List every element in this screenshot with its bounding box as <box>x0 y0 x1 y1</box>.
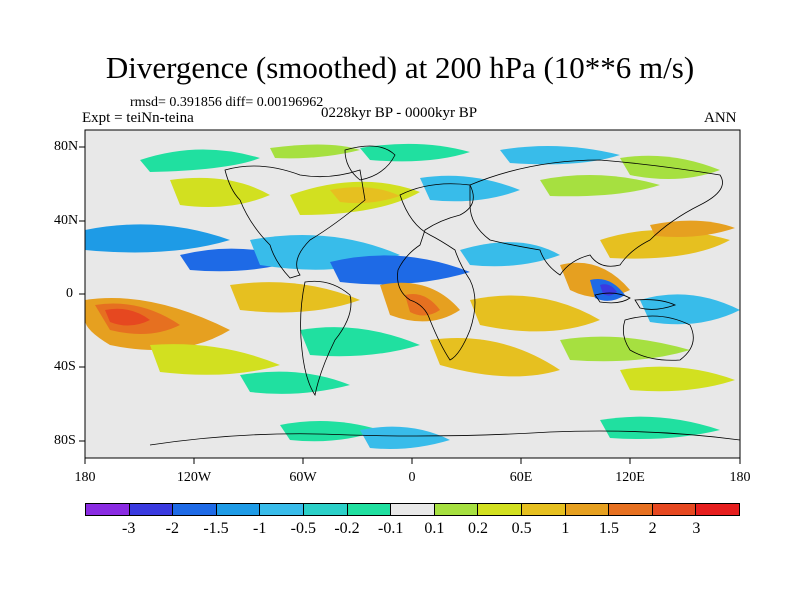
colorbar <box>85 503 740 516</box>
colorbar-label: -3 <box>121 520 136 537</box>
colorbar-label: 2 <box>648 520 657 537</box>
lon-label-120e: 120E <box>615 470 645 485</box>
coastlines <box>149 145 740 446</box>
colorbar-label: 1.5 <box>599 520 619 537</box>
period-label: 0228kyr BP - 0000kyr BP <box>321 105 478 121</box>
lat-label-80n: 80N <box>54 139 79 154</box>
lat-label-40n: 40N <box>54 213 79 228</box>
lat-label-80s: 80S <box>54 433 76 448</box>
lat-label-40s: 40S <box>54 359 76 374</box>
colorbar-swatch <box>260 504 304 515</box>
colorbar-label: -0.2 <box>334 520 360 537</box>
colorbar-label: -0.5 <box>290 520 316 537</box>
colorbar-swatch <box>434 504 479 515</box>
page-title: Divergence (smoothed) at 200 hPa (10**6 … <box>105 50 695 85</box>
colorbar-label: 0.5 <box>511 520 532 537</box>
colorbar-swatch <box>216 504 261 515</box>
colorbar-label: 3 <box>692 520 701 537</box>
stats-label: rmsd= 0.391856 diff= 0.00196962 <box>130 95 324 110</box>
colorbar-swatch <box>609 504 653 515</box>
colorbar-swatch <box>303 504 348 515</box>
axis-ticks <box>79 146 741 464</box>
colorbar-swatch <box>696 504 739 515</box>
colorbar-swatch <box>521 504 566 515</box>
colorbar-swatch <box>391 504 435 515</box>
lat-label-0: 0 <box>66 286 73 301</box>
experiment-label: Expt = teiNn-teina <box>82 110 194 126</box>
lon-label-120w: 120W <box>176 470 212 485</box>
colorbar-label: 0.2 <box>468 520 488 537</box>
colorbar-swatch <box>173 504 217 515</box>
season-label: ANN <box>704 110 737 126</box>
lon-label-60e: 60E <box>509 470 533 485</box>
colorbar-label: -1 <box>252 520 267 537</box>
lon-label-180e: 180 <box>729 470 751 485</box>
lon-label-0: 0 <box>408 470 416 485</box>
anomaly-fields <box>85 143 740 449</box>
colorbar-swatch <box>478 504 522 515</box>
colorbar-label: -2 <box>165 520 179 537</box>
colorbar-label: 0.1 <box>424 520 445 537</box>
colorbar-swatch <box>129 504 174 515</box>
colorbar-swatch <box>86 504 130 515</box>
colorbar-swatch <box>652 504 697 515</box>
colorbar-swatch <box>347 504 392 515</box>
lon-label-180w: 180 <box>74 470 96 485</box>
colorbar-label: -1.5 <box>203 520 229 537</box>
colorbar-label: -0.1 <box>377 520 404 537</box>
lon-label-60w: 60W <box>289 470 317 485</box>
colorbar-label: 1 <box>561 520 570 537</box>
colorbar-swatch <box>565 504 610 515</box>
